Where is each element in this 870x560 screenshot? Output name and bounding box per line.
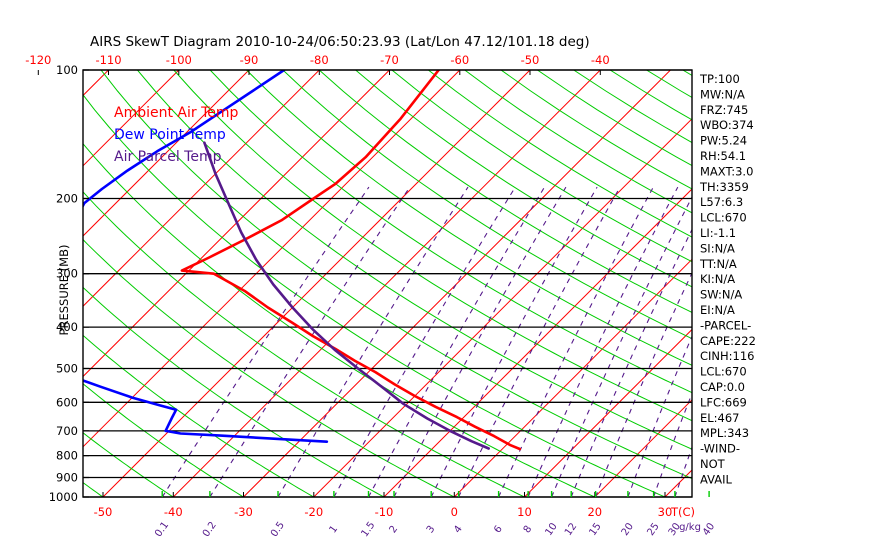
pressure-axis-label: PRESSURE (MB) [57, 245, 71, 336]
top-temp-tick-label: -40 [591, 53, 610, 67]
parameter-item: EL:467 [700, 411, 740, 425]
parameter-item: CAP:0.0 [700, 380, 745, 394]
pressure-tick-label: 700 [56, 424, 78, 438]
mixing-ratio-tick-label: 2 [388, 524, 401, 536]
parameter-item: -PARCEL- [700, 318, 751, 332]
bottom-temp-tick-label: 20 [587, 505, 602, 519]
legend-item-2: Dew Point Temp [114, 127, 226, 143]
bottom-temperature-axis: -50 -40 -30 -20 -10 0 10 20 30 [94, 492, 673, 519]
pressure-tick-label: 900 [56, 471, 78, 485]
bottom-temp-tick-label: -20 [304, 505, 323, 519]
parameter-item: FRZ:745 [700, 103, 748, 117]
parameter-item: AVAIL [700, 472, 733, 486]
parameter-item: MPL:343 [700, 426, 749, 440]
pressure-tick-label: 300 [56, 267, 78, 281]
legend-item-1: Ambient Air Temp [114, 105, 239, 121]
mixing-ratio-tick-label: 6 [492, 524, 505, 536]
parameter-item: SI:N/A [700, 241, 735, 255]
parameter-item: LCL:670 [700, 211, 747, 225]
top-temp-tick-label: -100 [166, 53, 192, 67]
parameter-item: WBO:374 [700, 118, 754, 132]
pressure-tick-label: 400 [56, 320, 78, 334]
mixing-ratio-tick-label: 3 [425, 524, 438, 536]
bottom-temp-tick-label: 0 [451, 505, 458, 519]
bottom-temp-tick-label: 30 [658, 505, 673, 519]
page-title: AIRS SkewT Diagram 2010-10-24/06:50:23.9… [90, 34, 590, 50]
top-temp-tick-label: -70 [380, 53, 399, 67]
parameter-item: LCL:670 [700, 365, 747, 379]
bottom-temp-tick-label: 10 [517, 505, 532, 519]
plot-border [82, 69, 693, 498]
pressure-tick-label: 200 [56, 192, 78, 206]
top-temp-tick-label: -60 [450, 53, 469, 67]
parameter-item: NOT [700, 457, 726, 471]
sounding-curves [83, 70, 522, 451]
parameter-item: TT:N/A [699, 257, 737, 271]
parameter-item: EI:N/A [700, 303, 735, 317]
mixing-ratio-axis-label: g/kg [679, 522, 701, 533]
pressure-tick-label: 1000 [49, 490, 78, 504]
parameter-item: KI:N/A [700, 272, 735, 286]
mixing-ratio-tick-label: 8 [522, 524, 535, 536]
parameter-item: TP:100 [699, 72, 740, 86]
parameter-item: RH:54.1 [700, 149, 746, 163]
pressure-axis: 100 200 300 400 500 600 700 800 900 1000 [49, 63, 89, 504]
pressure-tick-label: 100 [56, 63, 78, 77]
bottom-temp-tick-label: -30 [234, 505, 253, 519]
parameter-item: L57:6.3 [700, 195, 743, 209]
top-temp-tick-label: -80 [310, 53, 329, 67]
top-temperature-axis: -120 -110 -100 -90 -80 -70 -60 -50 -40 [25, 53, 610, 75]
top-temp-tick-label: -110 [95, 53, 121, 67]
bottom-temp-tick-label: -50 [94, 505, 113, 519]
parameter-item: LI:-1.1 [700, 226, 736, 240]
pressure-tick-label: 600 [56, 395, 78, 409]
isotherm-grid [83, 70, 692, 497]
bottom-temp-tick-label: -10 [375, 505, 394, 519]
top-temp-tick-label: -90 [240, 53, 259, 67]
parameter-item: CAPE:222 [700, 334, 756, 348]
temperature-axis-label: T(C) [670, 505, 695, 519]
mixing-ratio-grid [161, 186, 692, 497]
parameter-item: CINH:116 [700, 349, 755, 363]
legend: Ambient Air Temp Dew Point Temp Air Parcel… [114, 105, 239, 165]
legend-item-3: Air Parcel Temp [114, 149, 222, 165]
pressure-tick-label: 800 [56, 449, 78, 463]
pressure-tick-label: 500 [56, 362, 78, 376]
mixing-ratio-tick-label: 4 [452, 524, 465, 536]
parameter-item: LFC:669 [700, 395, 747, 409]
parameter-item: -WIND- [700, 442, 740, 456]
parameter-item: SW:N/A [700, 288, 742, 302]
mixing-ratio-tick-label: 1 [328, 524, 341, 536]
parameter-item: PW:5.24 [700, 134, 747, 148]
top-temp-tick-label: -50 [521, 53, 540, 67]
parameter-item: MAXT:3.0 [700, 164, 753, 178]
bottom-temp-tick-label: -40 [164, 505, 183, 519]
top-temp-tick-label: -120 [25, 53, 51, 67]
parameter-item: TH:3359 [699, 180, 749, 194]
parameter-item: MW:N/A [700, 87, 745, 101]
